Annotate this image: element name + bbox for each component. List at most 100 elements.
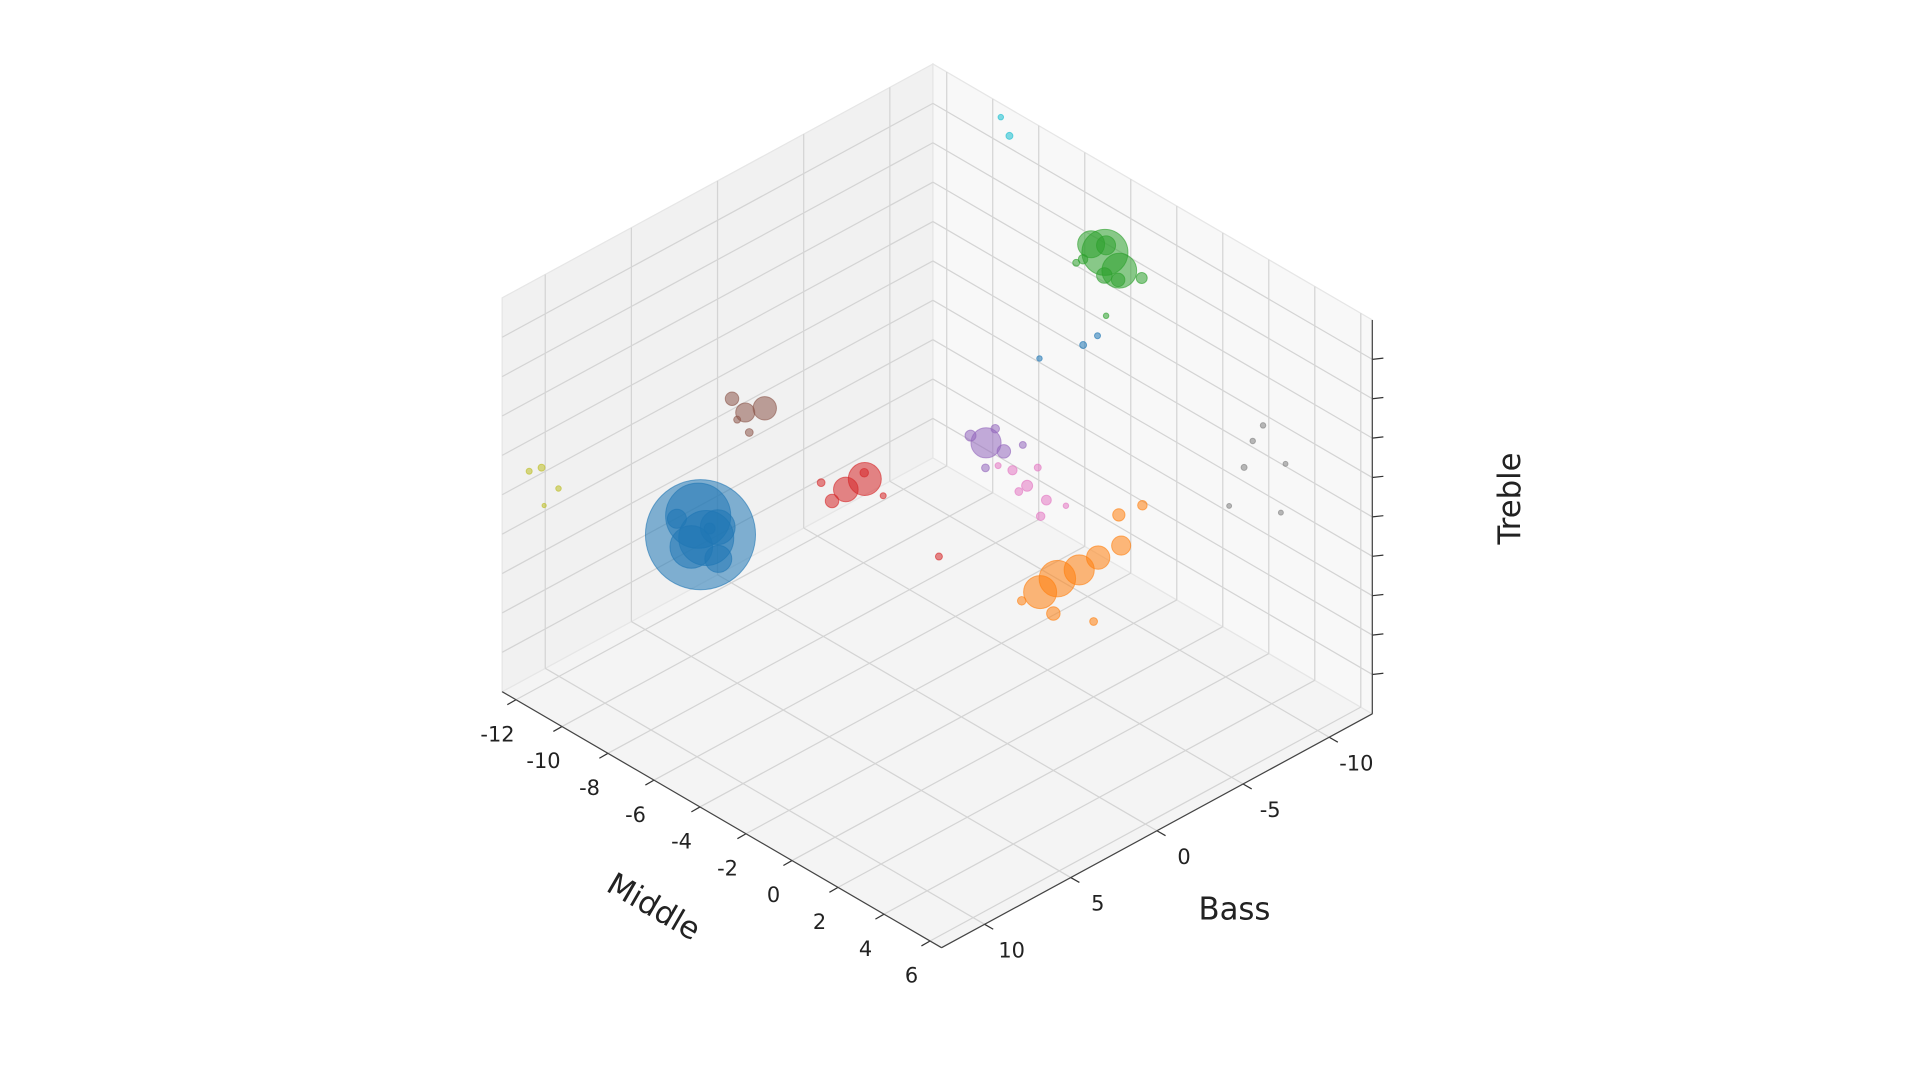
- point: [752, 396, 777, 421]
- point: [1137, 499, 1148, 511]
- x-tick: [1070, 877, 1080, 883]
- point: [1035, 511, 1046, 522]
- y-tick: [737, 833, 747, 840]
- grid-line: [889, 480, 1330, 738]
- grid-line: [932, 260, 1373, 518]
- point: [1007, 465, 1018, 476]
- point: [724, 391, 740, 406]
- z-tick: [1372, 633, 1384, 636]
- point: [996, 444, 1012, 459]
- point: [1021, 479, 1034, 492]
- y-tick-label: 6: [905, 964, 918, 988]
- point: [1016, 596, 1027, 606]
- point: [1240, 463, 1248, 471]
- grid-line: [561, 492, 994, 728]
- x-axis-line: [941, 713, 1373, 949]
- x-tick-label: 0: [1177, 845, 1190, 869]
- point: [1079, 341, 1088, 349]
- x-tick: [1242, 783, 1252, 790]
- x-tick-label: 10: [998, 938, 1025, 962]
- point: [964, 429, 977, 442]
- point: [1023, 575, 1058, 610]
- x-tick-label: -10: [1339, 751, 1373, 775]
- point: [1226, 502, 1233, 509]
- point: [824, 493, 840, 509]
- z-tick: [1372, 554, 1384, 557]
- grid-line: [544, 667, 985, 925]
- point: [1102, 312, 1110, 320]
- point: [1062, 502, 1070, 510]
- y-tick: [507, 699, 517, 706]
- z-tick: [1372, 436, 1384, 439]
- grid-line: [745, 599, 1178, 835]
- point: [1259, 422, 1267, 429]
- point: [1014, 487, 1024, 496]
- grid-line: [803, 527, 1244, 785]
- point: [816, 478, 826, 488]
- y-tick-label: 0: [767, 883, 780, 907]
- y-tick-label: 2: [813, 910, 826, 934]
- grid-line: [932, 378, 1373, 636]
- y-tick: [875, 913, 885, 920]
- z-tick: [1372, 515, 1384, 518]
- point: [704, 544, 733, 573]
- point: [997, 113, 1005, 121]
- grid-line: [717, 574, 1158, 832]
- point: [1063, 554, 1095, 586]
- y-tick: [829, 886, 839, 893]
- grid-line: [631, 621, 1072, 879]
- grid-line: [501, 220, 934, 456]
- grid-line: [791, 626, 1224, 862]
- point: [847, 462, 882, 497]
- point: [1277, 509, 1284, 516]
- point: [970, 427, 1002, 459]
- grid-line: [883, 679, 1316, 915]
- grid-line: [932, 181, 1373, 439]
- point: [990, 423, 1000, 434]
- point: [1112, 508, 1126, 522]
- point: [1005, 131, 1014, 140]
- y-tick-label: 4: [859, 937, 872, 961]
- z-tick: [1372, 672, 1384, 676]
- point: [733, 415, 742, 424]
- grid-line: [932, 142, 1373, 400]
- y-tick-label: -2: [717, 856, 738, 880]
- y-tick-label: -8: [579, 776, 600, 800]
- x-tick: [1156, 830, 1166, 837]
- point: [1110, 272, 1126, 288]
- point: [1018, 440, 1027, 449]
- point: [1089, 617, 1098, 626]
- y-axis-title: Middle: [601, 866, 707, 948]
- point: [699, 509, 736, 546]
- grid-line: [501, 260, 934, 496]
- grid-line: [932, 339, 1373, 597]
- point: [1096, 235, 1117, 256]
- point: [879, 492, 887, 500]
- z-axis-title: Treble: [1492, 452, 1528, 545]
- point: [1111, 535, 1132, 556]
- grid-line: [501, 299, 934, 535]
- point: [666, 508, 687, 529]
- y-tick-label: -4: [671, 830, 692, 854]
- grid-line: [501, 142, 934, 378]
- point: [541, 502, 547, 509]
- z-tick: [1372, 396, 1384, 400]
- point: [537, 463, 546, 472]
- point: [1036, 355, 1043, 362]
- points: [525, 113, 1289, 626]
- point: [994, 462, 1002, 470]
- point: [934, 552, 943, 561]
- grid-line: [515, 465, 948, 701]
- grid-line: [932, 102, 1373, 360]
- y-tick: [645, 779, 655, 786]
- y-tick-label: -6: [625, 803, 646, 827]
- point: [1096, 267, 1113, 284]
- point: [744, 428, 754, 437]
- grid-line: [653, 545, 1086, 781]
- point: [555, 485, 562, 492]
- point: [1046, 606, 1061, 621]
- z-tick: [1372, 475, 1384, 479]
- grid-line: [607, 518, 1040, 754]
